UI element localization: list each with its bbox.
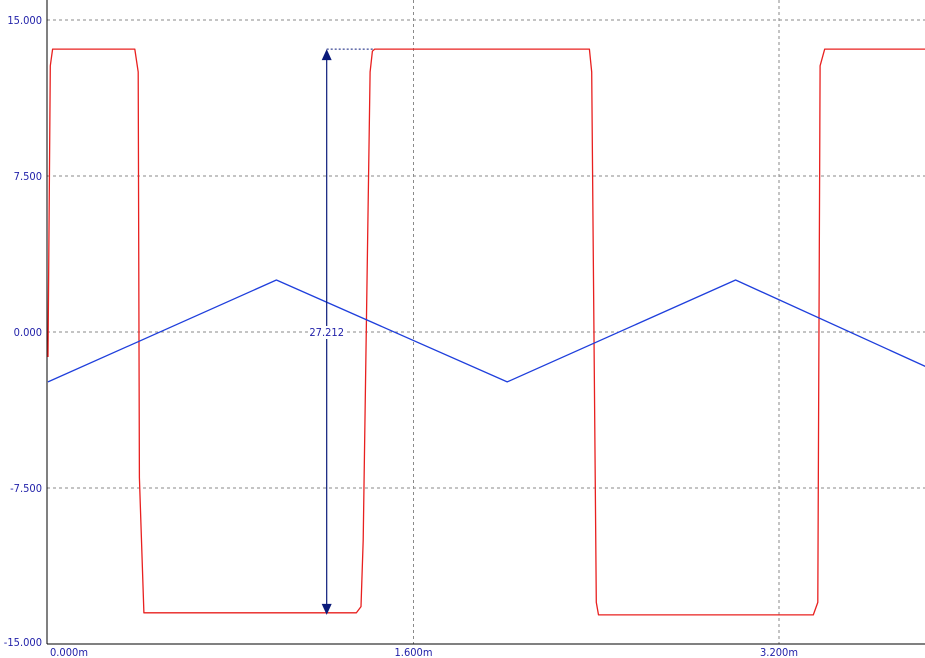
measure-label-bg (308, 326, 345, 339)
x-tick-label-2: 3.200m (760, 646, 798, 658)
y-tick-label-3: -7.500 (10, 482, 42, 495)
series-line-1 (47, 279, 925, 383)
y-tick-label-4: -15.000 (4, 636, 42, 649)
x-tick-label-1: 1.600m (395, 646, 433, 658)
measure-arrowhead-down (321, 603, 332, 615)
axes (46, 0, 925, 645)
y-tick-labels: 15.000 7.500 0.000 -7.500 -15.000 (4, 14, 42, 649)
y-tick-label-1: 7.500 (14, 170, 42, 183)
measure-arrowhead-up (321, 49, 332, 61)
x-tick-labels: 0.000m 1.600m 3.200m (50, 646, 798, 658)
series-line-0 (47, 48, 925, 616)
y-tick-label-0: 15.000 (7, 14, 42, 27)
measure-label: 27.212 (309, 326, 344, 339)
series-group (47, 48, 925, 616)
annotation-group: 27.212 (308, 48, 375, 615)
gridlines (47, 0, 925, 644)
x-tick-label-0: 0.000m (50, 646, 88, 658)
y-tick-label-2: 0.000 (14, 326, 42, 339)
